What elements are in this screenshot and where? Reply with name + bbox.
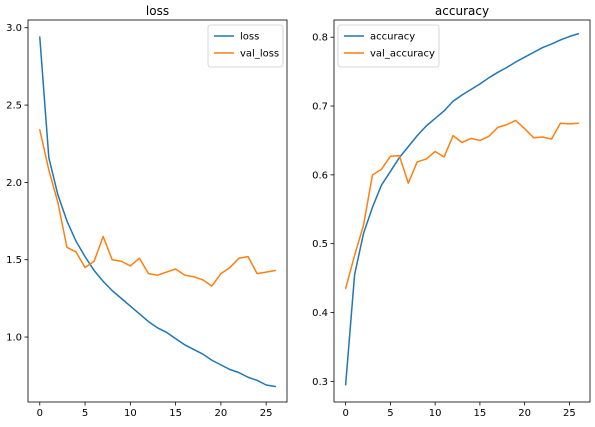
val-loss-legend-label: val_loss [240,49,279,60]
accuracy-x-tick-label: 0 [342,408,348,419]
loss-x-tick-label: 10 [124,408,137,419]
accuracy-x-tick-label: 20 [518,408,531,419]
loss-y-tick-label: 2.5 [6,101,22,112]
loss-axes-frame [27,19,288,403]
loss-legend-label: loss [240,32,259,43]
loss-panel: loss 0 5 10 15 20 25 1.0 1.5 2.0 2.5 3.0 loss val_los… [6,4,288,419]
accuracy-line [344,33,580,386]
loss-x-tick-label: 0 [37,408,43,419]
val-loss-line [39,129,276,287]
accuracy-y-tick-label: 0.7 [312,102,328,113]
loss-y-tick-label: 2.0 [6,178,22,189]
accuracy-x-tick-label: 10 [429,408,442,419]
loss-legend: loss val_loss [207,24,284,68]
loss-y-tick-label: 3.0 [6,23,22,34]
loss-chart-title: loss [146,4,169,18]
loss-line [39,36,276,388]
accuracy-legend-label: accuracy [370,32,415,43]
accuracy-chart-title: accuracy [435,4,489,18]
accuracy-y-tick-label: 0.6 [312,170,328,181]
accuracy-axes-frame [333,19,591,403]
loss-y-tick-label: 1.5 [6,255,22,266]
accuracy-y-tick-label: 0.4 [312,308,328,319]
accuracy-y-tick-label: 0.8 [312,33,328,44]
accuracy-x-tick-label: 5 [387,408,393,419]
accuracy-legend: accuracy val_accuracy [337,24,440,68]
loss-y-tick-label: 1.0 [6,333,22,344]
val-accuracy-legend-label: val_accuracy [370,49,435,60]
accuracy-y-tick-label: 0.3 [312,377,328,388]
loss-x-tick-label: 5 [82,408,88,419]
accuracy-x-tick-label: 25 [563,408,576,419]
accuracy-x-tick-label: 15 [474,408,487,419]
val-accuracy-line [344,119,580,290]
accuracy-panel: accuracy 0 5 10 15 20 25 0.3 0.4 0.5 0.6 0.7 0.8 accu… [312,4,591,419]
accuracy-y-tick-label: 0.5 [312,239,328,250]
loss-x-tick-label: 15 [169,408,182,419]
loss-x-tick-label: 25 [260,408,273,419]
loss-x-tick-label: 20 [215,408,228,419]
